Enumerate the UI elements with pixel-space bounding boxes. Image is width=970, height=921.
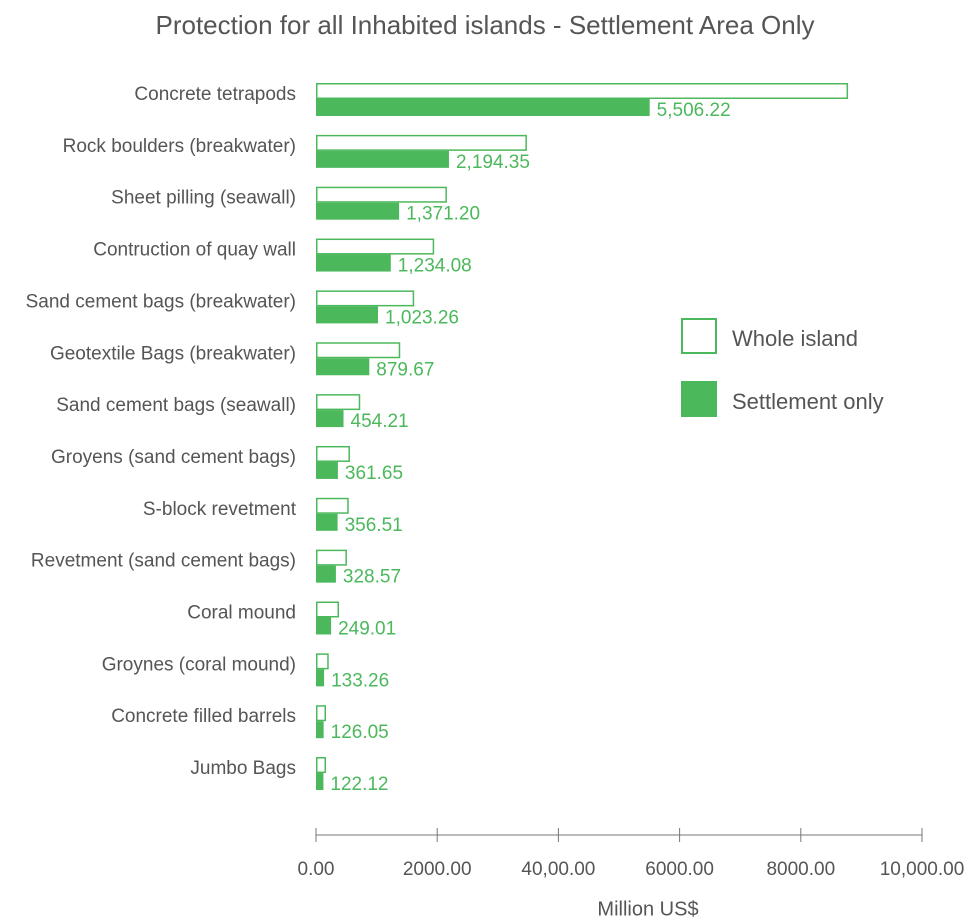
category-label: Concrete tetrapods (134, 84, 296, 105)
x-tick-label: 2000.00 (403, 859, 472, 880)
bar (316, 653, 329, 670)
category-label: Geotextile Bags (breakwater) (50, 343, 296, 364)
bar (316, 705, 326, 722)
x-tick-label: 10,000.00 (880, 859, 965, 880)
bar (316, 290, 415, 307)
value-label: 879.67 (376, 359, 434, 380)
value-label: 133.26 (331, 670, 389, 691)
x-tick-label: 40,00.00 (521, 859, 595, 880)
bar (316, 342, 401, 359)
legend-label: Whole island (732, 326, 858, 351)
bar (316, 669, 325, 687)
bar (316, 410, 344, 428)
bar (316, 83, 849, 99)
value-label: 2,194.35 (456, 152, 530, 173)
bar (316, 306, 379, 324)
x-axis-title: Million US$ (597, 898, 698, 920)
value-label: 1,234.08 (398, 256, 472, 277)
bar (316, 721, 324, 739)
category-label: Coral mound (187, 603, 296, 624)
category-label: Contruction of quay wall (93, 240, 296, 261)
value-label: 328.57 (343, 567, 401, 588)
category-label: Sand cement bags (breakwater) (26, 291, 296, 312)
category-label: Sand cement bags (seawall) (56, 395, 296, 416)
bar (316, 202, 400, 220)
category-label: Groynes (coral mound) (102, 654, 296, 675)
category-label: Revetment (sand cement bags) (31, 551, 296, 572)
legend-swatch (681, 381, 717, 417)
x-tick-label: 6000.00 (645, 859, 714, 880)
value-label: 1,023.26 (385, 307, 459, 328)
bar (316, 134, 527, 151)
value-label: 5,506.22 (657, 100, 731, 121)
bar (316, 394, 361, 411)
x-tick-label: 8000.00 (766, 859, 835, 880)
bar (316, 773, 324, 791)
chart-title: Protection for all Inhabited islands - S… (155, 10, 814, 40)
bar (316, 497, 349, 514)
value-label: 249.01 (338, 619, 396, 640)
value-label: 1,371.20 (406, 204, 480, 225)
bar (316, 186, 447, 203)
value-label: 126.05 (331, 722, 389, 743)
legend-swatch (681, 318, 717, 354)
legend-label: Settlement only (732, 389, 884, 414)
bar (316, 238, 435, 255)
bar (316, 254, 391, 272)
bar (316, 617, 332, 635)
bar (316, 461, 338, 479)
category-label: Jumbo Bags (190, 758, 296, 779)
category-label: Sheet pilling (seawall) (111, 188, 296, 209)
x-tick-label: 0.00 (298, 859, 335, 880)
bar (316, 549, 347, 566)
category-label: Rock boulders (breakwater) (63, 136, 296, 157)
bar (316, 601, 340, 618)
bar (316, 150, 449, 168)
category-label: Concrete filled barrels (111, 706, 296, 727)
value-label: 454.21 (351, 411, 409, 432)
value-label: 356.51 (345, 515, 403, 536)
value-label: 361.65 (345, 463, 403, 484)
bar (316, 757, 326, 774)
bar (316, 358, 370, 376)
bar (316, 513, 338, 531)
bar (316, 99, 650, 116)
category-label: Groyens (sand cement bags) (51, 447, 296, 468)
bar (316, 565, 336, 583)
value-label: 122.12 (330, 774, 388, 795)
category-label: S-block revetment (143, 499, 297, 520)
bar (316, 445, 350, 462)
